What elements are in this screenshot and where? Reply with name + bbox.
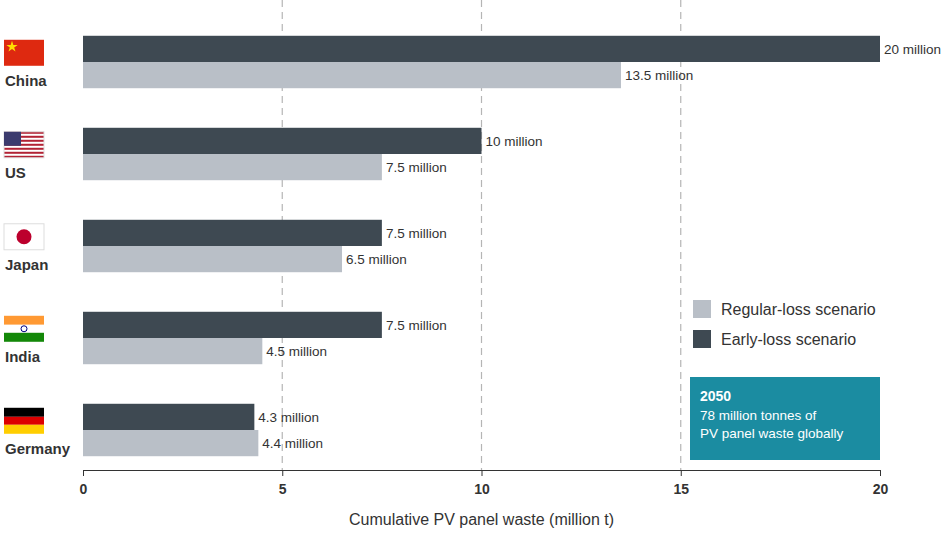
bar [83, 36, 880, 62]
annotation-text: PV panel waste globally [700, 426, 844, 441]
flag-part [21, 326, 27, 332]
flag-part [4, 417, 44, 425]
x-axis-title: Cumulative PV panel waste (million t) [349, 511, 614, 528]
data-label: 20 million [884, 42, 941, 57]
data-label: 6.5 million [346, 252, 407, 267]
bar [83, 312, 382, 338]
bar [83, 246, 342, 272]
tick-mark [880, 470, 881, 476]
data-label: 7.5 million [386, 318, 447, 333]
bar [83, 404, 254, 430]
data-label: 13.5 million [625, 68, 693, 83]
category-label: China [5, 72, 47, 89]
data-label: 10 million [486, 134, 543, 149]
category-label: Germany [5, 440, 71, 457]
legend-swatch [693, 300, 711, 318]
legend-item: Early-loss scenario [693, 330, 856, 348]
data-label: 4.4 million [262, 436, 323, 451]
category-label: US [5, 164, 26, 181]
flag-part [4, 152, 44, 154]
bar [83, 154, 382, 180]
annotation-title: 2050 [700, 388, 731, 404]
tick-mark [83, 470, 84, 476]
legend-label: Early-loss scenario [721, 331, 856, 348]
tick-label: 15 [673, 481, 689, 497]
flag-part [4, 40, 44, 66]
tick: 10 [474, 470, 490, 497]
annotation-text: 78 million tonnes of [700, 408, 817, 423]
bar [83, 62, 621, 88]
tick-label: 20 [873, 481, 889, 497]
tick-mark [482, 470, 483, 476]
flag-part [4, 425, 44, 434]
tick: 5 [279, 470, 287, 497]
category-label: Japan [5, 256, 48, 273]
flag-part [4, 316, 44, 325]
tick-label: 10 [474, 481, 490, 497]
bar [83, 338, 262, 364]
tick: 0 [80, 470, 88, 497]
annotation-box [690, 377, 880, 460]
chart: 13.5 million 7.5 million 6.5 million 4.5 mi… [0, 0, 952, 535]
annotation: 2050 78 million tonnes of PV panel waste g… [690, 377, 880, 460]
flag [4, 40, 44, 66]
flag [4, 132, 44, 158]
legend-label: Regular-loss scenario [721, 301, 876, 318]
tick: 20 [873, 470, 889, 497]
tick-mark [681, 470, 682, 476]
tick-mark [282, 470, 283, 476]
flag [4, 316, 44, 342]
category-label: India [5, 348, 41, 365]
flag-part [4, 325, 44, 333]
flag-part [6, 41, 17, 52]
flag-part [17, 229, 32, 244]
legend-item: Regular-loss scenario [693, 300, 876, 318]
x-axis: 0 5 10 15 20 [80, 470, 889, 497]
flag-part [4, 333, 44, 342]
legend: Regular-loss scenario Early-loss scenario [693, 300, 876, 348]
flag-part [4, 148, 44, 150]
flag-part [4, 408, 44, 417]
flag-part [4, 132, 44, 158]
flag [4, 408, 44, 434]
tick: 15 [673, 470, 689, 497]
bar [83, 220, 382, 246]
bar [83, 430, 258, 456]
flag [4, 224, 44, 250]
tick-label: 5 [279, 481, 287, 497]
data-label: 4.3 million [258, 410, 319, 425]
bar [83, 128, 482, 154]
data-label: 7.5 million [386, 160, 447, 175]
legend-swatch [693, 330, 711, 348]
data-label: 7.5 million [386, 226, 447, 241]
flag-part [4, 224, 44, 250]
data-label: 4.5 million [266, 344, 327, 359]
tick-label: 0 [80, 481, 88, 497]
flag-part [4, 132, 21, 146]
